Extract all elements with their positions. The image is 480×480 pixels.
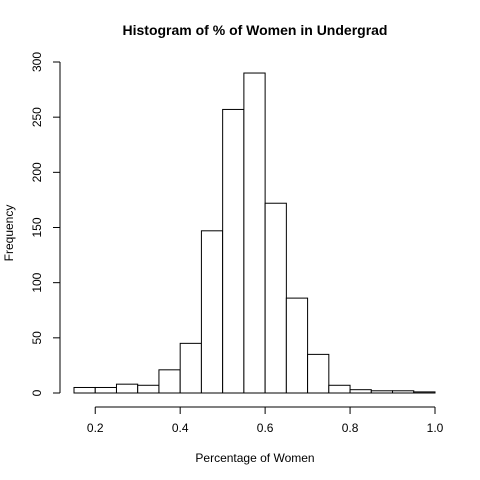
bars-group [73,72,436,394]
x-tick-label: 0.2 [87,421,104,435]
histogram-bar [349,389,372,394]
x-tick-label: 1.0 [427,421,444,435]
chart-title: Histogram of % of Women in Undergrad [123,22,388,38]
histogram-bar [222,108,245,394]
x-axis: 0.2 0.4 0.6 0.8 1.0 [87,406,444,435]
histogram-bar [264,202,287,394]
y-axis-title: Frequency [2,205,16,262]
histogram-bar [392,390,415,394]
histogram-bar [243,72,266,394]
y-tick-label: 150 [30,217,44,237]
histogram-bar [413,391,436,394]
x-axis-title: Percentage of Women [195,451,314,465]
histogram-bar [73,386,96,394]
y-tick-label: 200 [30,162,44,182]
histogram-bar [179,342,202,394]
y-tick-label: 0 [30,389,44,396]
histogram-bar [137,384,160,394]
x-tick-label: 0.4 [172,421,189,435]
histogram-bar [370,390,394,394]
y-axis: 0 50 100 150 200 250 300 [30,52,61,396]
x-tick-label: 0.8 [342,421,359,435]
histogram-bar [94,386,117,394]
histogram-bar [328,384,351,394]
histogram-bar [307,353,330,394]
histogram-bar [200,230,224,394]
x-tick-label: 0.6 [257,421,274,435]
histogram-bar [158,369,181,394]
y-tick-label: 300 [30,52,44,72]
histogram-bar [285,297,309,394]
histogram-bar [115,383,139,394]
y-tick-label: 250 [30,107,44,127]
y-tick-label: 100 [30,272,44,292]
y-tick-label: 50 [30,331,44,345]
